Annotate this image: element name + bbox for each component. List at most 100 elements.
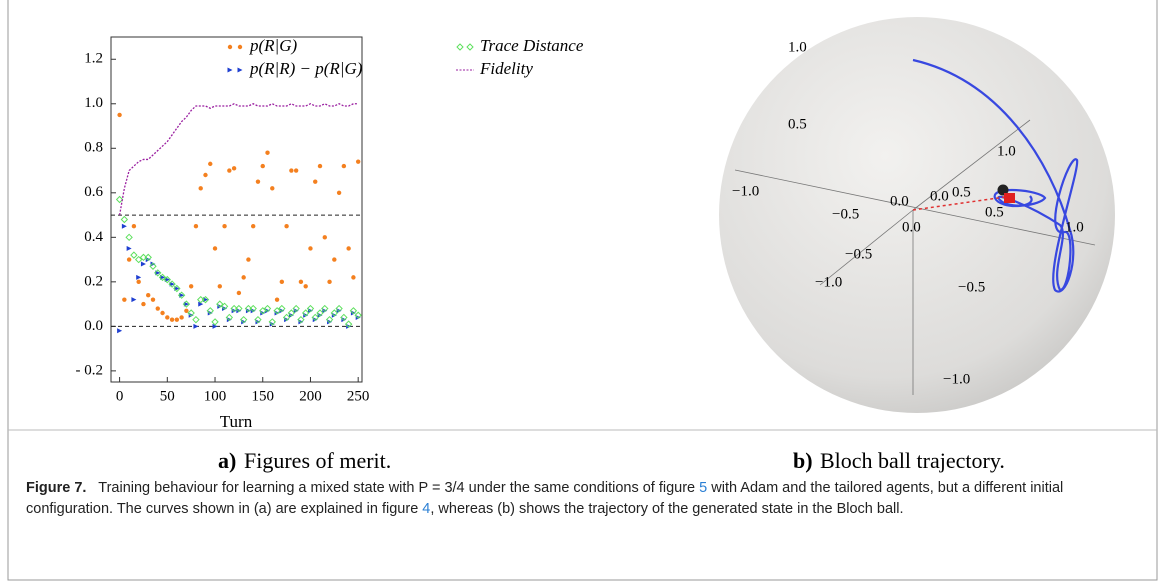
data-point [212,323,218,329]
data-point [121,223,127,229]
data-point [179,315,184,320]
legend-label: p(R|R) − p(R|G) [249,59,363,78]
data-point [182,300,191,308]
data-point [155,306,160,311]
data-point [313,179,318,184]
axis [734,169,1096,246]
data-point [317,163,323,169]
subcaption: Bloch ball trajectory. [820,448,1005,473]
data-point [126,257,132,262]
data-point [201,295,210,304]
data-point [246,257,251,262]
data-point [255,179,261,184]
bloch-tick-label: −1.0 [815,274,842,290]
data-point [120,215,129,224]
data-point [222,223,227,229]
bloch-tick-label: 1.0 [997,143,1016,159]
data-point [254,315,262,324]
figure-ref[interactable]: 4 [422,501,431,517]
y-tick-label: 0.2 [84,273,103,289]
data-point [136,279,141,285]
data-point [134,255,143,264]
data-point [158,273,167,282]
data-point [274,297,280,302]
legend-swatch [456,43,464,51]
data-point [150,261,156,267]
data-point [312,317,318,323]
data-point [316,309,324,317]
data-point [163,275,172,284]
data-point [125,233,133,242]
figure-ref[interactable]: 5 [699,480,708,496]
data-point [355,159,361,164]
data-point [241,319,247,325]
data-point [192,315,200,324]
data-point [263,304,272,313]
legend-swatch [227,67,233,73]
legend-swatch [227,44,233,50]
bloch-tick-label: −0.5 [958,279,985,295]
x-tick-label: 0 [116,388,124,404]
data-point [298,319,304,325]
trajectory [912,58,1079,293]
data-point [249,304,257,313]
data-point [292,304,300,313]
data-point [150,297,156,302]
data-point [145,257,151,263]
data-point [220,302,229,311]
data-point [260,163,265,169]
data-point [250,308,256,314]
data-point [146,292,151,298]
axis [819,209,914,286]
data-point [308,246,313,251]
data-point [346,246,351,251]
data-point [327,319,333,325]
data-point [173,284,181,293]
data-point [335,304,343,313]
data-point [298,279,304,285]
data-point [278,304,286,313]
y-tick-label: - 0.2 [76,362,104,378]
data-point [193,323,199,329]
data-point [117,112,122,118]
bloch-tick-label: −1.0 [732,183,759,199]
data-point [211,318,219,326]
data-point [350,310,356,316]
data-point [231,166,237,171]
data-point [241,275,246,280]
data-point [188,312,194,318]
bloch-tick-label: 0.5 [985,204,1004,220]
y-tick-label: 0.0 [84,318,103,334]
data-point [341,317,347,323]
data-point [227,168,232,173]
data-point [284,223,289,229]
data-point [336,308,342,314]
data-point [236,308,242,314]
data-point [279,308,285,314]
data-point [169,317,175,322]
data-point [136,274,142,280]
bloch-tick-label: −0.5 [832,206,859,222]
data-point [344,320,353,328]
data-point [265,308,271,314]
data-point [282,313,291,322]
legend-label: p(R|G) [249,36,297,55]
x-axis-label: Turn [220,412,253,431]
y-tick-label: 0.4 [84,229,103,245]
caption-text: Training behaviour for learning a mixed … [98,480,700,496]
bloch-ball [719,17,1115,413]
axis [912,119,1031,211]
data-point [130,251,138,259]
data-point [355,314,361,320]
data-point [203,172,208,178]
data-point [217,284,222,289]
bloch-tick-label: 0.5 [952,184,971,200]
data-point [226,317,232,323]
data-point [331,312,337,318]
data-point [317,312,323,318]
data-point [177,291,186,299]
data-point [122,297,127,302]
data-point [245,308,251,314]
